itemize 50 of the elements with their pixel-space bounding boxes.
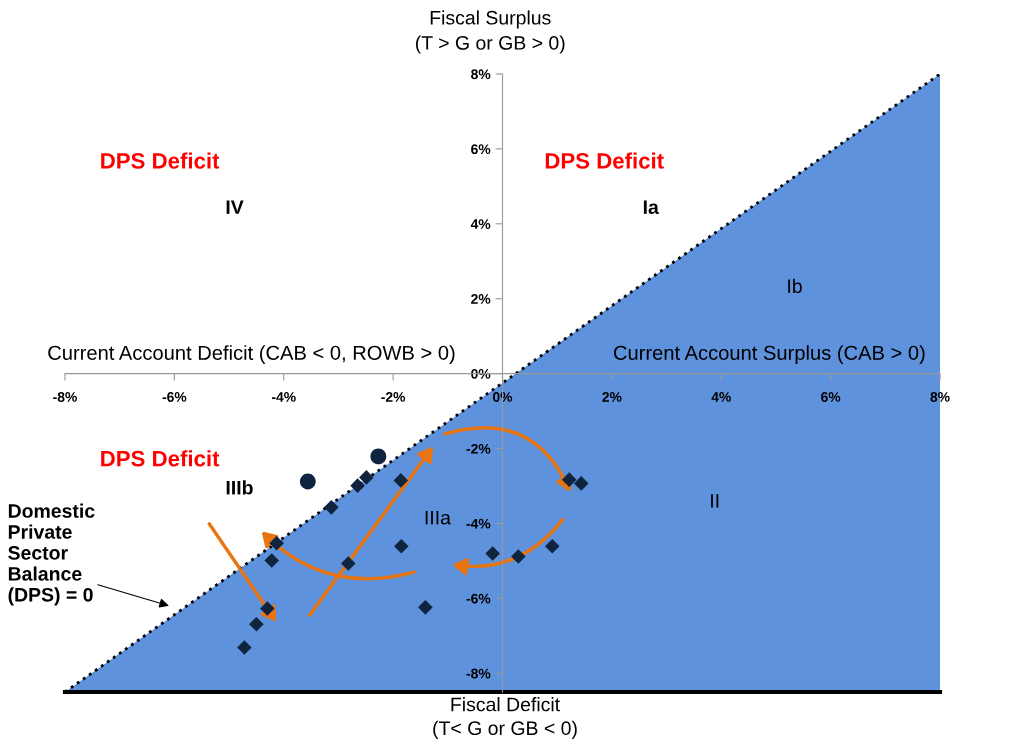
x-tick-label: 6% [821, 392, 841, 402]
point [485, 546, 500, 561]
x-axis-title: Fiscal Deficit (T< G or GB < 0) [433, 697, 577, 739]
y-tick-label: 4% [470, 219, 491, 229]
x-tick-label: 0% [493, 392, 513, 402]
point [370, 448, 387, 465]
point [260, 601, 275, 616]
point [269, 536, 284, 551]
x-tick-label: 8% [930, 392, 950, 402]
annotation: DPS Deficit [545, 152, 664, 169]
point [544, 539, 560, 554]
point [324, 500, 339, 515]
annotation: Ia [643, 200, 659, 215]
x-tick-label: -4% [271, 392, 296, 402]
annotation: DPS Deficit [101, 450, 220, 467]
y-tick-label: 2% [471, 294, 491, 304]
point [511, 549, 526, 564]
annotation: II [711, 494, 719, 508]
y-axis-title: Fiscal Surplus (T > G or GB > 0) [415, 10, 565, 54]
y-tick-label: -6% [466, 593, 491, 604]
point [561, 472, 577, 487]
point [394, 539, 409, 554]
x-tick-label: -6% [162, 392, 187, 402]
point [350, 478, 365, 493]
x-tick-label: 4% [711, 392, 731, 402]
y-tick-label: -2% [466, 443, 491, 454]
point [359, 470, 374, 485]
annotation: IIIa [425, 510, 451, 525]
point [418, 600, 433, 615]
annotation: IV [226, 200, 244, 214]
annotation: Domestic Private Sector Balance (DPS) = 0 [8, 503, 95, 606]
x-tick-label: -2% [381, 392, 406, 402]
point [264, 553, 279, 568]
annotation: Current Account Deficit (CAB < 0, ROWB > 0) [48, 345, 455, 364]
y-tick-label: -8% [466, 668, 491, 679]
x-tick-label: -8% [53, 392, 77, 402]
y-tick-label: 6% [471, 144, 491, 155]
point [393, 473, 409, 488]
annotation: IIIb [226, 480, 253, 495]
annotation: DPS Deficit [101, 152, 220, 169]
annotation: Ib [788, 278, 802, 294]
point [249, 616, 264, 632]
point [237, 640, 252, 655]
y-tick-label: -4% [466, 518, 491, 529]
annotation: Current Account Surplus (CAB > 0) [613, 345, 925, 364]
point [341, 556, 356, 571]
point [299, 473, 316, 490]
point [573, 476, 589, 491]
y-tick-label: 8% [471, 69, 491, 80]
x-tick-label: 2% [602, 392, 622, 402]
